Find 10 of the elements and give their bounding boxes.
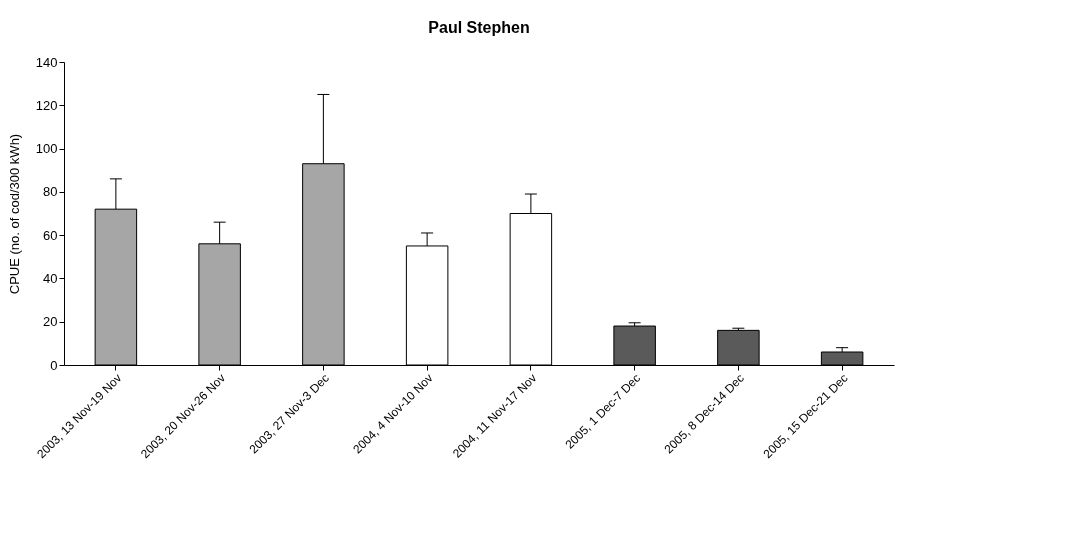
- y-tick-label: 0: [50, 357, 58, 373]
- chart-title: Paul Stephen: [428, 19, 530, 36]
- y-tick-label: 140: [35, 54, 58, 70]
- y-tick-label: 60: [43, 227, 58, 243]
- y-axis-title: CPUE (no. of cod/300 kWh): [6, 133, 22, 295]
- y-tick-label: 100: [35, 141, 58, 157]
- y-tick-label: 40: [43, 270, 58, 286]
- y-tick-label: 20: [43, 314, 58, 330]
- y-tick-label: 120: [35, 97, 58, 113]
- y-tick-label: 80: [43, 184, 58, 200]
